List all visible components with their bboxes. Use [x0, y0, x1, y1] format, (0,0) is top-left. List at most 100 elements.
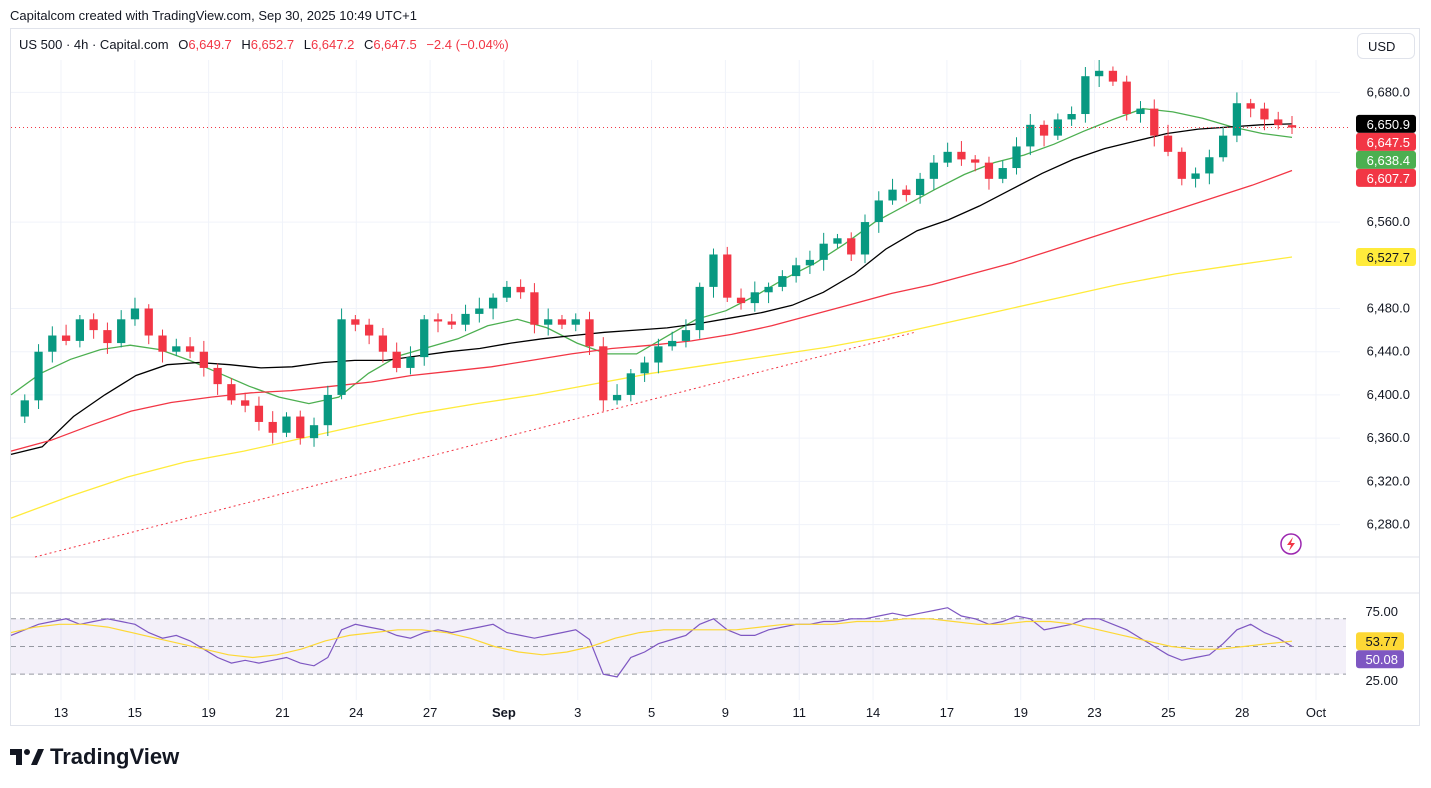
candle	[130, 308, 140, 320]
candle	[530, 292, 539, 325]
candle	[819, 243, 828, 260]
chart-frame[interactable]	[10, 28, 1420, 726]
candle	[103, 330, 112, 344]
candle	[89, 319, 98, 331]
open-value: 6,649.7	[188, 37, 232, 52]
price-tick-label: 6,400.0	[1367, 387, 1410, 402]
candle	[1136, 108, 1145, 115]
candle	[296, 416, 305, 439]
change-value: −2.4 (−0.04%)	[426, 37, 509, 52]
candle	[48, 335, 57, 352]
price-badge-label: 6,638.4	[1367, 153, 1410, 168]
candle	[1067, 114, 1076, 120]
price-badge-label: 6,607.7	[1367, 171, 1410, 186]
candle	[874, 200, 883, 223]
candle	[172, 346, 181, 352]
trendline-dotted	[34, 331, 916, 558]
flash-icon-bolt	[1287, 537, 1295, 551]
series-line-ema_slow	[10, 169, 1293, 452]
price-tick-label: 6,680.0	[1367, 84, 1410, 99]
series-line-ema_mid	[10, 123, 1293, 456]
candle	[392, 351, 401, 368]
candle	[1218, 135, 1228, 158]
symbol-label[interactable]: US 500 · 4h · Capital.com	[19, 37, 169, 52]
candle	[902, 189, 911, 196]
candle	[1274, 119, 1283, 126]
candle	[612, 394, 622, 401]
rsi-line-rsi_ma	[10, 618, 1293, 659]
flash-icon[interactable]	[1280, 533, 1302, 555]
high-label: H	[241, 37, 251, 52]
candle	[158, 335, 167, 352]
candle	[1026, 124, 1035, 147]
price-badge-ema_fast	[1356, 150, 1416, 169]
candle	[736, 297, 746, 304]
candle	[213, 367, 222, 385]
flash-icon-ring	[1280, 533, 1302, 555]
candle	[971, 159, 980, 163]
candle	[75, 319, 85, 341]
candle	[337, 319, 346, 395]
candle	[860, 222, 870, 255]
candle	[654, 346, 663, 363]
candle	[254, 405, 264, 422]
high-value: 6,652.7	[250, 37, 295, 52]
candle	[20, 400, 29, 417]
candle	[544, 319, 553, 325]
time-tick-label: Sep	[492, 705, 516, 720]
candle	[640, 362, 649, 374]
time-axis: 13 15 19 21 24 27 Sep 3 5 9 11 14 17 19 23 25 28 Oct	[54, 705, 1327, 720]
candle	[599, 346, 608, 401]
moving-averages	[10, 107, 1293, 519]
candle	[144, 308, 153, 336]
candle	[1039, 124, 1049, 136]
time-tick-label: 13	[54, 705, 68, 720]
candle	[957, 151, 966, 160]
series-line-ema_long	[10, 256, 1293, 519]
candle	[723, 254, 732, 298]
candle	[351, 319, 360, 325]
time-tick-label: 21	[275, 705, 289, 720]
candle	[626, 373, 635, 395]
candle	[709, 254, 718, 287]
candle	[805, 259, 815, 266]
candle	[1246, 103, 1255, 109]
time-tick-label: 5	[648, 705, 655, 720]
candle	[695, 286, 704, 331]
time-tick-label: 28	[1235, 705, 1249, 720]
candle	[433, 319, 443, 322]
price-badge-label: 6,650.9	[1367, 117, 1410, 132]
candle	[185, 346, 195, 352]
price-axis: 6,280.0 6,320.0 6,360.0 6,400.0 6,440.0 6,480…	[1367, 84, 1410, 531]
brand-name: TradingView	[50, 744, 180, 769]
candle	[888, 189, 897, 201]
time-tick-label: 15	[128, 705, 142, 720]
time-tick-label: 9	[722, 705, 729, 720]
tradingview-logo-icon	[10, 749, 44, 765]
low-label: L	[303, 37, 311, 52]
time-tick-label: 11	[792, 705, 806, 720]
candle	[1053, 119, 1062, 136]
candle	[571, 319, 580, 325]
candle	[1163, 135, 1173, 152]
rsi-line-rsi	[10, 607, 1293, 678]
candle	[764, 286, 773, 293]
candle	[323, 394, 332, 426]
time-tick-label: 17	[940, 705, 954, 720]
candle	[282, 416, 291, 433]
candle	[585, 319, 594, 347]
open-label: O	[178, 37, 189, 52]
candle	[199, 351, 208, 368]
candle	[406, 357, 415, 368]
candle	[227, 384, 236, 401]
candle	[241, 400, 250, 406]
currency-button[interactable]: USD	[1357, 33, 1415, 59]
price-tick-label: 6,320.0	[1367, 473, 1410, 488]
candle	[378, 335, 388, 352]
candle	[984, 162, 994, 179]
rsi-badge-label: 53.77	[1365, 634, 1398, 649]
time-tick-label: 19	[1013, 705, 1027, 720]
candle	[61, 335, 71, 341]
candle	[502, 286, 512, 298]
